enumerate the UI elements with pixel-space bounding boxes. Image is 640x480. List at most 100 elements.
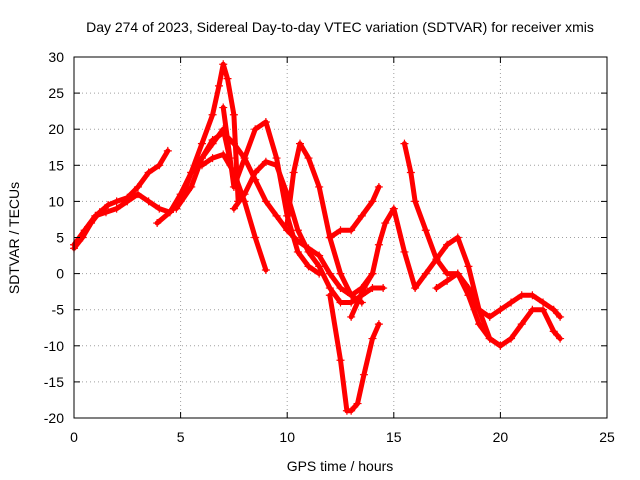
x-tick-label: 5 xyxy=(177,429,185,445)
axis-ticks: 0 5 10 15 20 25 -20 -15 -10 -5 0 5 10 15 20 25 30 xyxy=(44,49,615,445)
series-arc-6 xyxy=(197,150,270,274)
data-point xyxy=(464,291,473,300)
data-point xyxy=(556,312,565,321)
data-point xyxy=(336,269,345,278)
data-point xyxy=(400,247,409,256)
y-tick-label: -5 xyxy=(52,302,65,318)
data-point xyxy=(443,276,452,285)
data-point xyxy=(453,269,462,278)
data-point xyxy=(261,197,270,206)
series-line xyxy=(327,292,382,414)
data-point xyxy=(411,284,420,293)
y-axis-title: SDTVAR / TECUs xyxy=(6,182,22,294)
data-point xyxy=(229,168,238,177)
data-point xyxy=(507,334,516,343)
data-point xyxy=(155,161,164,170)
data-point xyxy=(219,103,228,112)
data-point xyxy=(240,154,249,163)
data-point xyxy=(353,298,362,307)
data-point xyxy=(421,269,430,278)
y-tick-label: 30 xyxy=(48,49,64,65)
series-arc-9 xyxy=(325,291,383,415)
data-point xyxy=(496,305,505,314)
data-point xyxy=(517,291,526,300)
data-point xyxy=(133,190,142,199)
x-tick-label: 20 xyxy=(493,429,509,445)
data-point xyxy=(517,320,526,329)
data-point xyxy=(421,226,430,235)
data-point xyxy=(315,262,324,271)
data-point xyxy=(315,251,324,260)
data-point xyxy=(144,197,153,206)
x-axis-title: GPS time / hours xyxy=(287,458,394,474)
data-point xyxy=(549,327,558,336)
grid xyxy=(74,57,607,418)
x-tick-label: 25 xyxy=(599,429,615,445)
data-point xyxy=(432,255,441,264)
data-point xyxy=(112,197,121,206)
y-tick-label: 20 xyxy=(48,121,64,137)
data-point xyxy=(315,182,324,191)
data-point xyxy=(133,182,142,191)
data-point xyxy=(359,370,368,379)
data-point xyxy=(261,157,270,166)
series-arc-2 xyxy=(70,146,172,253)
data-point xyxy=(359,284,368,293)
data-point xyxy=(223,74,232,83)
data-point xyxy=(336,226,345,235)
series-line xyxy=(220,105,322,277)
data-point xyxy=(325,284,334,293)
data-point xyxy=(475,320,484,329)
data-point xyxy=(464,262,473,271)
y-tick-label: 10 xyxy=(48,193,64,209)
data-point xyxy=(304,262,313,271)
data-point xyxy=(229,204,238,213)
data-point xyxy=(293,226,302,235)
data-point xyxy=(283,219,292,228)
data-point xyxy=(261,265,270,274)
data-point xyxy=(295,139,304,148)
data-point xyxy=(112,204,121,213)
series-line xyxy=(327,184,382,240)
data-point xyxy=(272,154,281,163)
data-point xyxy=(347,312,356,321)
data-point xyxy=(400,139,409,148)
data-point xyxy=(368,197,377,206)
data-point xyxy=(272,161,281,170)
data-point xyxy=(144,168,153,177)
data-point xyxy=(368,269,377,278)
data-point xyxy=(556,334,565,343)
data-point xyxy=(549,305,558,314)
data-point xyxy=(229,110,238,119)
data-point xyxy=(406,168,415,177)
data-point xyxy=(336,298,345,307)
data-point xyxy=(528,291,537,300)
series-line xyxy=(71,148,171,251)
data-point xyxy=(87,219,96,228)
data-point xyxy=(325,269,334,278)
data-point xyxy=(219,150,228,159)
data-point xyxy=(104,201,113,210)
data-point xyxy=(357,211,366,220)
data-point xyxy=(325,233,334,242)
series-arc-12 xyxy=(400,139,565,321)
data-point xyxy=(153,219,162,228)
data-point xyxy=(411,197,420,206)
data-point xyxy=(381,219,390,228)
data-point xyxy=(251,233,260,242)
data-point xyxy=(507,298,516,307)
data-point xyxy=(496,341,505,350)
data-point xyxy=(240,190,249,199)
data-point xyxy=(347,226,356,235)
x-tick-label: 10 xyxy=(279,429,295,445)
data-point xyxy=(336,284,345,293)
data-point xyxy=(261,117,270,126)
data-point xyxy=(219,60,228,69)
data-point xyxy=(163,146,172,155)
data-point xyxy=(229,139,238,148)
data-point xyxy=(347,406,356,415)
y-tick-label: -10 xyxy=(44,338,64,354)
data-point xyxy=(272,211,281,220)
